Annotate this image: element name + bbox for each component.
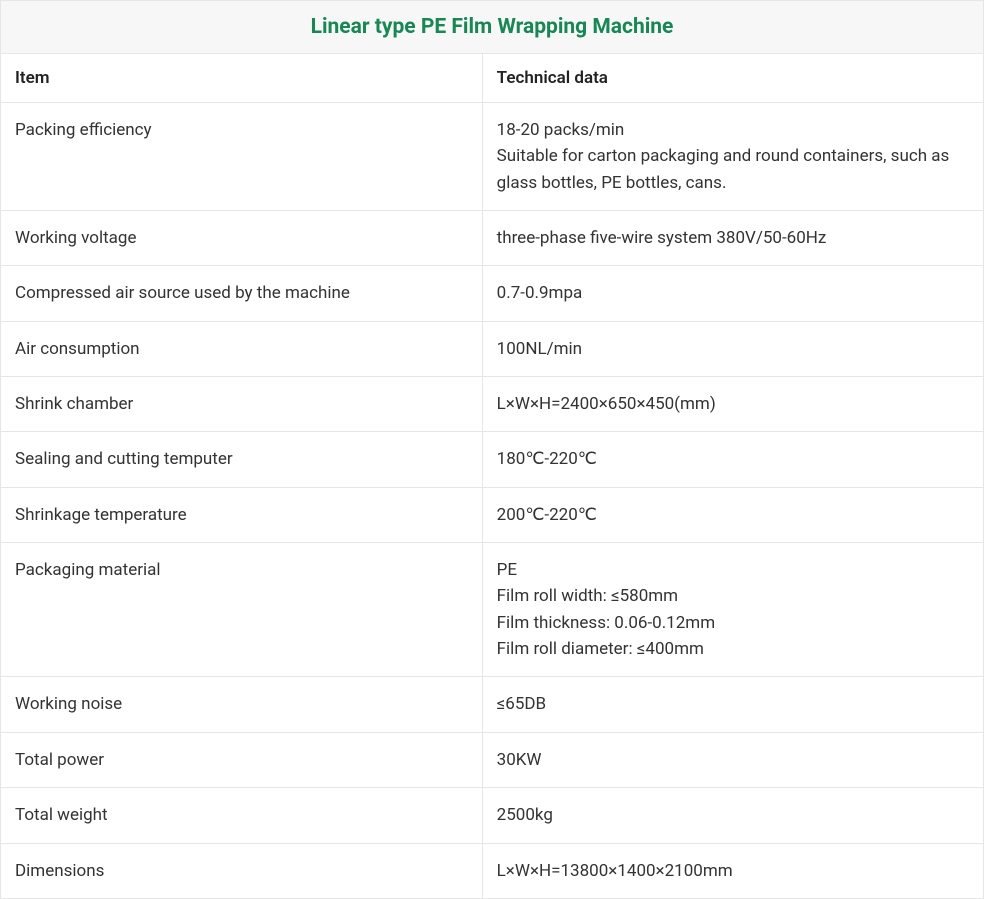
data-line: L×W×H=13800×1400×2100mm — [497, 858, 969, 884]
spec-table: Linear type PE Film Wrapping Machine Ite… — [0, 0, 984, 899]
data-line: L×W×H=2400×650×450(mm) — [497, 391, 969, 417]
item-cell: Total power — [1, 732, 483, 787]
data-cell: three-phase five-wire system 380V/50-60H… — [482, 211, 983, 266]
data-cell: 100NL/min — [482, 321, 983, 376]
data-cell: PEFilm roll width: ≤580mmFilm thickness:… — [482, 543, 983, 677]
item-cell: Working noise — [1, 677, 483, 732]
column-header-item: Item — [1, 54, 483, 103]
item-cell: Total weight — [1, 788, 483, 843]
data-line: 2500kg — [497, 802, 969, 828]
data-line: 100NL/min — [497, 336, 969, 362]
table-row: Packing efficiency18-20 packs/minSuitabl… — [1, 103, 984, 211]
table-row: Working voltage three-phase five-wire sys… — [1, 211, 984, 266]
table-body: Item Technical data Packing efficiency18… — [1, 54, 984, 899]
item-cell: Sealing and cutting temputer — [1, 432, 483, 487]
data-cell: ≤65DB — [482, 677, 983, 732]
table-row: Dimensions L×W×H=13800×1400×2100mm — [1, 843, 984, 898]
table-row: Air consumption 100NL/min — [1, 321, 984, 376]
item-cell: Shrink chamber — [1, 377, 483, 432]
table-row: Shrinkage temperature 200℃-220℃ — [1, 487, 984, 542]
data-cell: 18-20 packs/minSuitable for carton packa… — [482, 103, 983, 211]
table-row: Total weight 2500kg — [1, 788, 984, 843]
data-line: Film roll diameter: ≤400mm — [497, 636, 969, 662]
item-cell: Compressed air source used by the machin… — [1, 266, 483, 321]
item-cell: Working voltage — [1, 211, 483, 266]
data-line: 18-20 packs/min — [497, 117, 969, 143]
table-row: Total power 30KW — [1, 732, 984, 787]
data-line: ≤65DB — [497, 691, 969, 717]
data-line: Suitable for carton packaging and round … — [497, 143, 969, 196]
table-row: Shrink chamber L×W×H=2400×650×450(mm) — [1, 377, 984, 432]
item-cell: Packaging material — [1, 543, 483, 677]
data-line: Film thickness: 0.06-0.12mm — [497, 610, 969, 636]
data-cell: 180℃-220℃ — [482, 432, 983, 487]
data-line: 0.7-0.9mpa — [497, 280, 969, 306]
item-cell: Dimensions — [1, 843, 483, 898]
item-cell: Shrinkage temperature — [1, 487, 483, 542]
column-header-data: Technical data — [482, 54, 983, 103]
data-cell: L×W×H=13800×1400×2100mm — [482, 843, 983, 898]
data-cell: 30KW — [482, 732, 983, 787]
data-cell: 200℃-220℃ — [482, 487, 983, 542]
data-line: three-phase five-wire system 380V/50-60H… — [497, 225, 969, 251]
data-line: 200℃-220℃ — [497, 502, 969, 528]
item-cell: Packing efficiency — [1, 103, 483, 211]
data-line: PE — [497, 557, 969, 583]
table-row: Packaging materialPEFilm roll width: ≤58… — [1, 543, 984, 677]
item-cell: Air consumption — [1, 321, 483, 376]
data-line: 180℃-220℃ — [497, 446, 969, 472]
data-cell: 0.7-0.9mpa — [482, 266, 983, 321]
table-row: Compressed air source used by the machin… — [1, 266, 984, 321]
table-title: Linear type PE Film Wrapping Machine — [1, 1, 984, 54]
data-line: 30KW — [497, 747, 969, 773]
table-row: Sealing and cutting temputer 180℃-220℃ — [1, 432, 984, 487]
data-line: Film roll width: ≤580mm — [497, 583, 969, 609]
table-row: Working noise ≤65DB — [1, 677, 984, 732]
data-cell: L×W×H=2400×650×450(mm) — [482, 377, 983, 432]
data-cell: 2500kg — [482, 788, 983, 843]
